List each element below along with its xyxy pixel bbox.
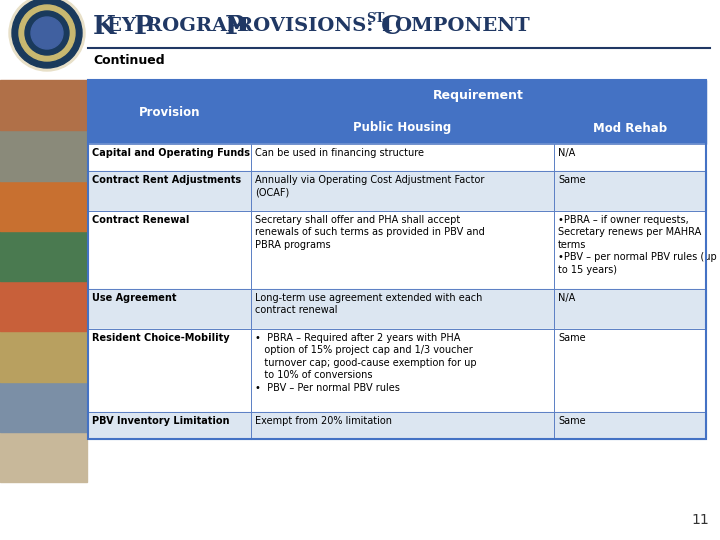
Bar [88,171,251,211]
Bar [0,130,87,180]
Bar [0,80,87,130]
Bar [251,412,554,439]
Bar [88,80,251,144]
Bar [0,331,87,381]
Bar [0,432,87,482]
Circle shape [9,0,85,71]
Text: Exempt from 20% limitation: Exempt from 20% limitation [255,416,392,426]
Circle shape [25,11,69,55]
Bar [251,171,554,211]
Text: OMPONENT: OMPONENT [394,17,530,35]
Bar [554,289,706,329]
Text: Secretary shall offer and PHA shall accept
renewals of such terms as provided in: Secretary shall offer and PHA shall acce… [255,215,485,250]
Text: Long-term use agreement extended with each
contract renewal: Long-term use agreement extended with ea… [255,293,482,315]
Circle shape [12,0,82,68]
Bar [88,329,251,412]
Text: Public Housing: Public Housing [354,122,451,134]
Text: P: P [225,14,245,38]
Text: Provision: Provision [139,105,200,118]
Bar [88,211,251,289]
Text: Contract Renewal: Contract Renewal [92,215,189,225]
Text: K: K [93,14,116,38]
Text: Same: Same [558,416,585,426]
Bar [554,144,706,171]
Circle shape [19,5,75,61]
Bar [88,171,251,211]
Text: •  PBRA – Required after 2 years with PHA
   option of 15% project cap and 1/3 v: • PBRA – Required after 2 years with PHA… [255,333,477,393]
Bar [554,329,706,412]
Bar [88,412,251,439]
Text: N/A: N/A [558,148,575,158]
Bar [0,381,87,432]
Bar [251,211,554,289]
Bar [554,412,706,439]
Bar [554,289,706,329]
Bar [554,412,706,439]
Circle shape [31,17,63,49]
Bar [251,329,554,412]
Bar [251,80,706,112]
Bar [251,211,554,289]
Text: P: P [134,14,154,38]
Text: Use Agreement: Use Agreement [92,293,176,303]
Bar [554,211,706,289]
Text: Resident Choice-Mobility: Resident Choice-Mobility [92,333,230,343]
Text: Annually via Operating Cost Adjustment Factor
(OCAF): Annually via Operating Cost Adjustment F… [255,175,485,198]
Bar [554,171,706,211]
Bar [251,144,554,171]
Bar [554,112,706,144]
Bar [251,329,554,412]
Text: Capital and Operating Funds: Capital and Operating Funds [92,148,250,158]
Bar [88,329,251,412]
Bar [554,329,706,412]
Bar [88,144,251,171]
Text: Same: Same [558,175,585,185]
Bar [251,144,554,171]
Text: C: C [381,14,402,38]
Bar [554,144,706,171]
Text: EY: EY [107,17,143,35]
Bar [554,171,706,211]
Text: Same: Same [558,333,585,343]
Bar [88,289,251,329]
Text: Contract Rent Adjustments: Contract Rent Adjustments [92,175,241,185]
Bar [554,211,706,289]
Text: PBV Inventory Limitation: PBV Inventory Limitation [92,416,230,426]
Text: •PBRA – if owner requests,
Secretary renews per MAHRA
terms
•PBV – per normal PB: •PBRA – if owner requests, Secretary ren… [558,215,716,275]
Bar [251,289,554,329]
Text: Continued: Continued [93,53,165,66]
Bar [251,112,554,144]
Text: Can be used in financing structure: Can be used in financing structure [255,148,424,158]
Bar [251,171,554,211]
Bar [0,231,87,281]
Text: ROGRAM: ROGRAM [146,17,256,35]
Bar [88,144,251,171]
Text: 11: 11 [691,513,709,527]
Bar [0,180,87,231]
Bar [251,289,554,329]
Bar [251,412,554,439]
Bar [88,80,706,439]
Text: Requirement: Requirement [433,90,524,103]
Text: Mod Rehab: Mod Rehab [593,122,667,134]
Bar [88,211,251,289]
Text: N/A: N/A [558,293,575,303]
Text: ST: ST [366,12,384,25]
Text: ROVISIONS: 1: ROVISIONS: 1 [237,17,394,35]
Bar [88,412,251,439]
Bar [88,289,251,329]
Bar [0,281,87,331]
